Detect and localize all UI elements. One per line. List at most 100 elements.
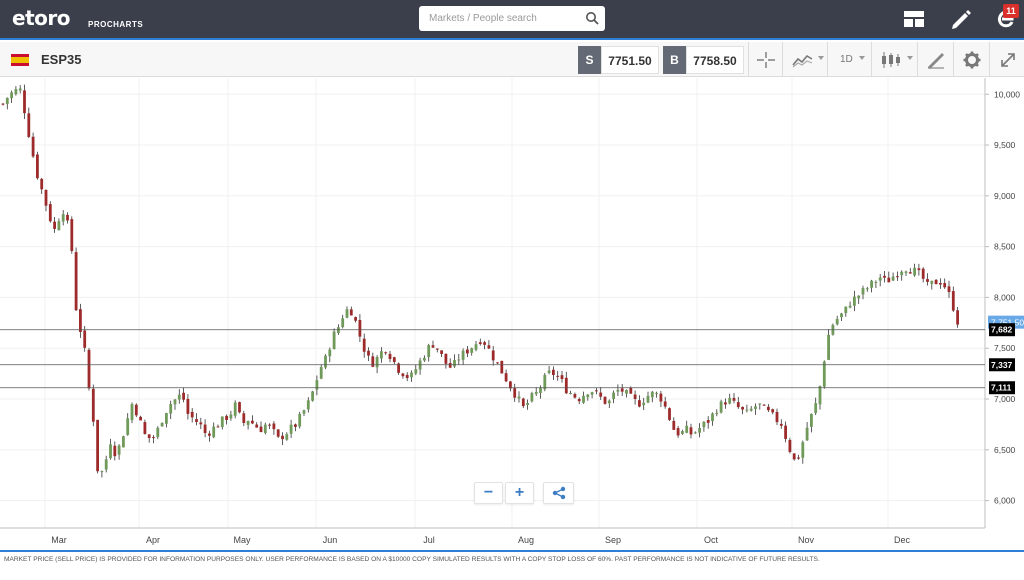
zoom-in-button[interactable]: + [505, 482, 534, 504]
x-tick-label: Oct [704, 535, 719, 545]
price-chart-area[interactable]: 10,000 9,500 9,000 8,500 8,000 7,500 7,000 6,50… [0, 78, 1024, 548]
chevron-down-icon [859, 56, 865, 60]
candle-body [48, 204, 52, 222]
candle-body [620, 388, 624, 392]
etoro-logo[interactable]: etoro [12, 6, 70, 30]
candle-body [521, 398, 525, 407]
candle-body [156, 427, 160, 437]
candle-body [741, 406, 744, 410]
candle-body [414, 369, 418, 374]
candle-body [302, 410, 306, 414]
level-price-tag [989, 358, 1015, 372]
candle-body [478, 342, 482, 345]
pencil-icon[interactable] [949, 7, 973, 31]
candle-body [861, 288, 865, 295]
y-tick-label: 9,500 [994, 140, 1016, 150]
candle-body [547, 370, 551, 373]
chevron-down-icon [907, 56, 913, 60]
candle-body [625, 389, 628, 394]
candle-body [539, 387, 542, 394]
y-tick-label: 7,000 [994, 394, 1016, 404]
candle-body [853, 296, 856, 306]
crosshair-tool[interactable] [748, 42, 782, 77]
chart-type-tool[interactable] [782, 42, 827, 77]
candle-body [509, 381, 512, 389]
candle-body [457, 359, 461, 361]
candle-body [91, 388, 95, 422]
share-button[interactable] [543, 482, 574, 504]
candle-body [122, 436, 125, 448]
candle-body [504, 373, 508, 382]
candle-body [315, 380, 319, 390]
drawing-tool[interactable] [917, 42, 953, 77]
candle-body [173, 399, 177, 405]
candle-body [556, 375, 560, 377]
buy-button[interactable]: B [663, 46, 686, 74]
candle-body [822, 361, 826, 387]
candle-body [650, 391, 654, 398]
level-price-tag [989, 323, 1015, 337]
candles-tool[interactable] [871, 42, 917, 77]
candle-body [276, 429, 280, 437]
candle-body [951, 291, 955, 311]
candle-body [681, 431, 684, 434]
candle-body [595, 390, 598, 392]
candle-body [440, 350, 443, 354]
candle-body [534, 391, 538, 394]
candle-body [427, 345, 431, 358]
candle-body [83, 330, 87, 348]
candles-icon [882, 52, 900, 68]
candle-body [242, 413, 246, 424]
instrument-symbol: ESP35 [41, 52, 82, 67]
buy-price[interactable]: 7758.50 [686, 46, 744, 74]
search-icon[interactable] [585, 11, 599, 25]
candle-body [238, 402, 241, 413]
candle-body [693, 432, 697, 434]
candle-body [956, 310, 959, 325]
disclaimer-text: MARKET PRICE (SELL PRICE) IS PROVIDED FO… [4, 556, 820, 563]
zoom-out-button[interactable]: − [474, 482, 503, 504]
fullscreen-tool[interactable] [989, 42, 1024, 77]
candle-body [199, 422, 203, 425]
candle-body [921, 268, 925, 279]
candlestick-chart[interactable]: 10,000 9,500 9,000 8,500 8,000 7,500 7,000 6,50… [0, 78, 1024, 548]
candle-body [345, 309, 349, 318]
candle-body [797, 457, 800, 459]
layout-icon[interactable] [902, 7, 926, 31]
top-header: etoro PROCHARTS 11 [0, 0, 1024, 40]
candle-body [590, 392, 594, 395]
x-tick-label: Apr [146, 535, 160, 545]
candle-body [810, 413, 813, 427]
candle-body [870, 280, 873, 288]
candle-body [375, 356, 379, 368]
candle-body [444, 353, 448, 364]
candle-body [130, 404, 134, 421]
candle-body [835, 318, 839, 325]
line-chart-icon [792, 54, 813, 68]
candle-body [324, 355, 327, 368]
timeframe-selector[interactable]: 1D [827, 42, 871, 77]
sell-price[interactable]: 7751.50 [601, 46, 659, 74]
candle-body [36, 154, 39, 179]
sell-button[interactable]: S [578, 46, 601, 74]
candle-body [380, 351, 383, 359]
notification-badge[interactable]: 11 [1003, 4, 1019, 18]
search-box[interactable] [419, 6, 605, 31]
candle-body [255, 424, 259, 428]
candle-body [659, 393, 663, 402]
candle-body [530, 393, 534, 402]
y-tick-label: 8,000 [994, 292, 1016, 302]
candle-body [272, 423, 276, 430]
candle-body [268, 424, 271, 426]
candle-body [147, 434, 151, 439]
candle-body [341, 318, 345, 328]
candle-body [203, 424, 207, 434]
candle-body [31, 136, 35, 157]
candle-body [165, 413, 168, 424]
search-input[interactable] [419, 6, 579, 31]
candle-body [943, 283, 947, 288]
candle-body [552, 369, 555, 376]
settings-tool[interactable] [953, 42, 989, 77]
candle-body [5, 97, 9, 104]
candle-body [638, 400, 641, 407]
